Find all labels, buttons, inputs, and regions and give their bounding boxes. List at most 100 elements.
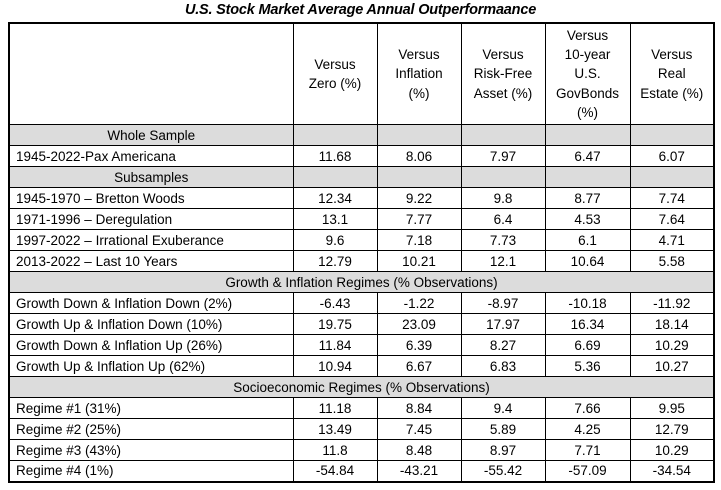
column-header-versus-real-estate: Versus Real Estate (%) (629, 22, 715, 125)
value-cell: 13.1 (292, 208, 378, 230)
value-cell: -55.42 (460, 460, 546, 482)
value-cell: 4.71 (629, 229, 715, 251)
value-cell: 5.89 (460, 418, 546, 440)
row-label: Regime #4 (1%) (8, 460, 294, 482)
value-cell: 4.53 (544, 208, 631, 230)
column-header-versus-risk-free: Versus Risk-Free Asset (%) (460, 22, 546, 125)
value-cell: -6.43 (292, 292, 378, 314)
value-cell: 10.29 (629, 334, 715, 356)
value-cell: 10.64 (544, 250, 631, 272)
header-row: Versus Zero (%) Versus Inflation (%) Ver… (8, 22, 715, 125)
section-header: Growth & Inflation Regimes (% Observatio… (8, 271, 715, 293)
value-cell: 6.39 (376, 334, 462, 356)
row-label: Growth Up & Inflation Down (10%) (8, 313, 294, 335)
table-row: Growth Down & Inflation Up (26%) 11.84 6.3… (8, 334, 715, 356)
value-cell: 8.84 (376, 397, 462, 419)
value-cell: 8.27 (460, 334, 546, 356)
table-row: 1997-2022 – Irrational Exuberance 9.6 7.18… (8, 229, 715, 251)
value-cell: 12.79 (629, 418, 715, 440)
value-cell: 11.8 (292, 439, 378, 461)
table-row: Regime #4 (1%) -54.84 -43.21 -55.42 -57.09 -3… (8, 460, 715, 482)
row-label: 1945-2022-Pax Americana (8, 145, 294, 167)
value-cell: 6.4 (460, 208, 546, 230)
section-header-empty-cell (544, 124, 631, 146)
section-header-empty-cell (460, 124, 546, 146)
value-cell: 23.09 (376, 313, 462, 335)
value-cell: 5.36 (544, 355, 631, 377)
value-cell: 12.34 (292, 187, 378, 209)
value-cell: 6.83 (460, 355, 546, 377)
value-cell: 4.25 (544, 418, 631, 440)
value-cell: 5.58 (629, 250, 715, 272)
row-label: 1971-1996 – Deregulation (8, 208, 294, 230)
table-row: 1945-2022-Pax Americana 11.68 8.06 7.97 6.47… (8, 145, 715, 167)
row-label: Growth Down & Inflation Up (26%) (8, 334, 294, 356)
row-label: 2013-2022 – Last 10 Years (8, 250, 294, 272)
value-cell: 7.71 (544, 439, 631, 461)
table-row: Regime #3 (43%) 11.8 8.48 8.97 7.71 10.29 (8, 439, 715, 461)
value-cell: -11.92 (629, 292, 715, 314)
section-header-empty-cell (376, 124, 462, 146)
row-label: Growth Up & Inflation Up (62%) (8, 355, 294, 377)
section-header-row: Growth & Inflation Regimes (% Observatio… (8, 271, 715, 293)
table-row: Regime #1 (31%) 11.18 8.84 9.4 7.66 9.95 (8, 397, 715, 419)
value-cell: 12.79 (292, 250, 378, 272)
value-cell: 9.22 (376, 187, 462, 209)
value-cell: 6.1 (544, 229, 631, 251)
section-header-row: Subsamples (8, 166, 715, 188)
value-cell: 6.47 (544, 145, 631, 167)
value-cell: 8.77 (544, 187, 631, 209)
value-cell: 6.67 (376, 355, 462, 377)
row-label: Regime #2 (25%) (8, 418, 294, 440)
value-cell: 7.97 (460, 145, 546, 167)
table-row: Growth Up & Inflation Down (10%) 19.75 23.… (8, 313, 715, 335)
value-cell: 9.8 (460, 187, 546, 209)
corner-cell (8, 22, 294, 125)
column-header-versus-inflation: Versus Inflation (%) (376, 22, 462, 125)
table-row: Growth Down & Inflation Down (2%) -6.43 -1… (8, 292, 715, 314)
value-cell: 8.97 (460, 439, 546, 461)
table-body: Whole Sample 1945-2022-Pax Americana 11.68… (8, 124, 715, 482)
value-cell: 6.07 (629, 145, 715, 167)
value-cell: 7.66 (544, 397, 631, 419)
value-cell: -54.84 (292, 460, 378, 482)
value-cell: 7.77 (376, 208, 462, 230)
row-label: Growth Down & Inflation Down (2%) (8, 292, 294, 314)
value-cell: -1.22 (376, 292, 462, 314)
value-cell: 10.27 (629, 355, 715, 377)
table-header: Versus Zero (%) Versus Inflation (%) Ver… (8, 22, 715, 125)
row-label: Regime #3 (43%) (8, 439, 294, 461)
value-cell: 9.95 (629, 397, 715, 419)
value-cell: 7.45 (376, 418, 462, 440)
row-label: Regime #1 (31%) (8, 397, 294, 419)
table-row: Growth Up & Inflation Up (62%) 10.94 6.67 6… (8, 355, 715, 377)
section-header-empty-cell (292, 124, 378, 146)
table-row: 1945-1970 – Bretton Woods 12.34 9.22 9.8 8.7… (8, 187, 715, 209)
section-header-empty-cell (629, 124, 715, 146)
row-label: 1997-2022 – Irrational Exuberance (8, 229, 294, 251)
section-header-row: Whole Sample (8, 124, 715, 146)
outperformance-table: Versus Zero (%) Versus Inflation (%) Ver… (8, 22, 715, 483)
value-cell: 11.84 (292, 334, 378, 356)
value-cell: 10.94 (292, 355, 378, 377)
value-cell: 6.69 (544, 334, 631, 356)
value-cell: 9.6 (292, 229, 378, 251)
value-cell: 11.68 (292, 145, 378, 167)
section-header: Whole Sample (8, 124, 294, 146)
value-cell: 16.34 (544, 313, 631, 335)
table-title: U.S. Stock Market Average Annual Outperf… (184, 2, 537, 18)
value-cell: 17.97 (460, 313, 546, 335)
value-cell: -10.18 (544, 292, 631, 314)
value-cell: 18.14 (629, 313, 715, 335)
value-cell: -8.97 (460, 292, 546, 314)
value-cell: 13.49 (292, 418, 378, 440)
section-header: Socioeconomic Regimes (% Observations) (8, 376, 715, 398)
value-cell: 9.4 (460, 397, 546, 419)
value-cell: 12.1 (460, 250, 546, 272)
section-header-empty-cell (292, 166, 378, 188)
value-cell: 7.64 (629, 208, 715, 230)
table-row: Regime #2 (25%) 13.49 7.45 5.89 4.25 12.79 (8, 418, 715, 440)
value-cell: -34.54 (629, 460, 715, 482)
section-header-empty-cell (629, 166, 715, 188)
section-header-empty-cell (376, 166, 462, 188)
